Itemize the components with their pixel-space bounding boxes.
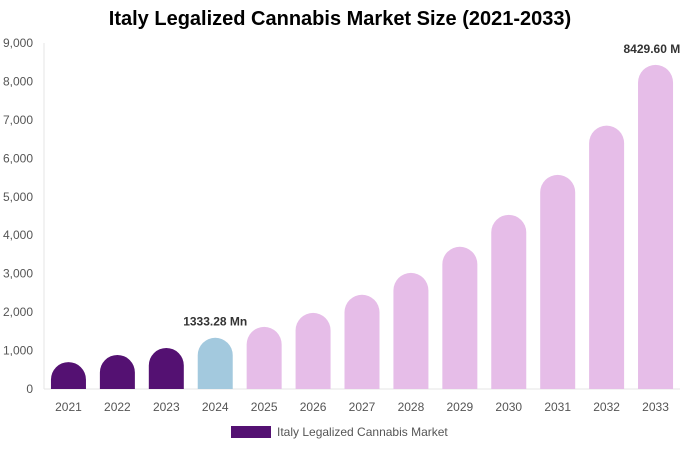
y-tick-label: 4,000 bbox=[3, 228, 33, 242]
bar-2024 bbox=[197, 337, 233, 389]
y-tick-label: 8,000 bbox=[3, 74, 33, 88]
bar-2021 bbox=[50, 362, 86, 389]
bar-2032 bbox=[589, 125, 625, 389]
bar-2028 bbox=[393, 272, 429, 389]
x-tick-label: 2031 bbox=[544, 400, 571, 414]
y-tick-label: 5,000 bbox=[3, 190, 33, 204]
y-tick-label: 1,000 bbox=[3, 344, 33, 358]
data-label-2024: 1333.28 Mn bbox=[183, 315, 247, 329]
x-tick-label: 2033 bbox=[642, 400, 669, 414]
x-tick-label: 2024 bbox=[202, 400, 229, 414]
x-tick-label: 2028 bbox=[398, 400, 425, 414]
bar-2023 bbox=[148, 347, 184, 389]
x-tick-label: 2032 bbox=[593, 400, 620, 414]
y-tick-label: 7,000 bbox=[3, 113, 33, 127]
x-tick-label: 2021 bbox=[55, 400, 82, 414]
bar-2031 bbox=[540, 174, 576, 389]
x-tick-label: 2027 bbox=[349, 400, 376, 414]
x-tick-label: 2029 bbox=[446, 400, 473, 414]
legend-swatch bbox=[231, 426, 271, 438]
y-tick-label: 2,000 bbox=[3, 305, 33, 319]
x-tick-label: 2030 bbox=[495, 400, 522, 414]
bar-2027 bbox=[344, 294, 380, 389]
bar-2029 bbox=[442, 246, 478, 389]
bar-2025 bbox=[246, 326, 282, 389]
bar-2033 bbox=[638, 64, 674, 389]
legend: Italy Legalized Cannabis Market bbox=[231, 425, 448, 439]
chart-title: Italy Legalized Cannabis Market Size (20… bbox=[108, 8, 572, 30]
legend-label: Italy Legalized Cannabis Market bbox=[277, 425, 448, 439]
bar-2030 bbox=[491, 214, 527, 389]
data-label-2033: 8429.60 Mn bbox=[624, 42, 680, 56]
x-tick-label: 2026 bbox=[300, 400, 327, 414]
y-tick-label: 3,000 bbox=[3, 267, 33, 281]
bar-2022 bbox=[99, 354, 135, 389]
x-tick-label: 2023 bbox=[153, 400, 180, 414]
bar-2026 bbox=[295, 312, 331, 389]
y-tick-label: 9,000 bbox=[3, 36, 33, 50]
y-tick-label: 0 bbox=[26, 382, 33, 396]
x-tick-label: 2025 bbox=[251, 400, 278, 414]
y-tick-label: 6,000 bbox=[3, 151, 33, 165]
x-tick-label: 2022 bbox=[104, 400, 131, 414]
